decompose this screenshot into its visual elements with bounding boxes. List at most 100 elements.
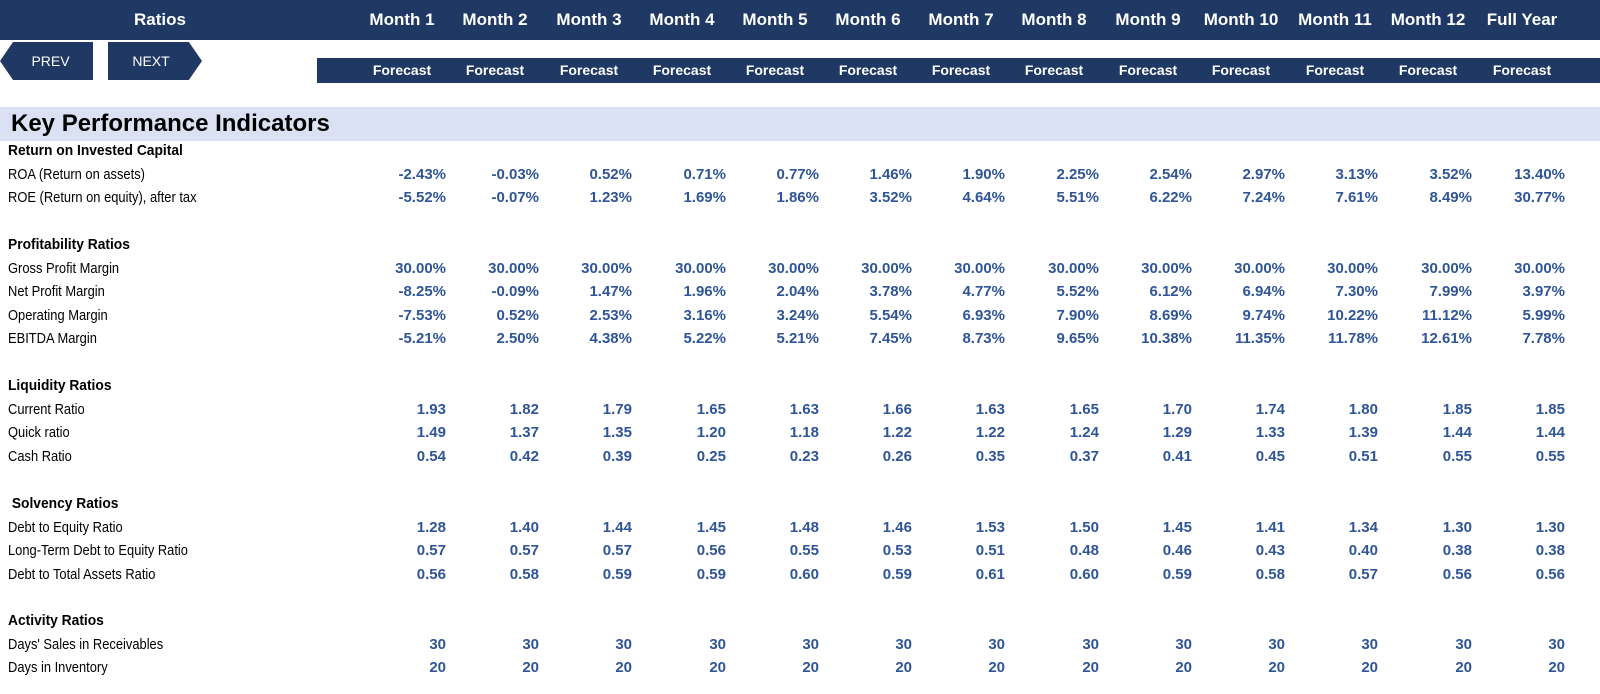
cell-roa-return-on-assets-month-7: 1.90% [962, 165, 1005, 183]
cell-long-term-debt-to-equity-ratio-month-6: 0.53 [882, 542, 912, 559]
row-label-ebitda-margin: EBITDA Margin [8, 330, 97, 347]
cell-roe-return-on-equity-after-tax-month-7: 4.64% [962, 189, 1005, 206]
cell-cash-ratio-full-year: 0.55 [1535, 447, 1565, 465]
cell-days-in-inventory-month-2: 20 [522, 659, 539, 676]
cell-ebitda-margin-month-12: 12.61% [1421, 330, 1472, 347]
cell-quick-ratio-month-6: 1.22 [882, 424, 912, 441]
forecast-bar [317, 58, 1600, 83]
cell-net-profit-margin-month-8: 5.52% [1056, 283, 1099, 300]
cell-quick-ratio-month-11: 1.39 [1348, 424, 1378, 441]
cell-long-term-debt-to-equity-ratio-month-4: 0.56 [696, 542, 726, 559]
forecast-label: Forecast [745, 62, 805, 78]
row-label-days-in-inventory: Days in Inventory [8, 659, 108, 676]
forecast-label: Forecast [931, 62, 991, 78]
cell-current-ratio-month-9: 1.70 [1162, 400, 1192, 418]
row-label-quick-ratio: Quick ratio [8, 424, 70, 441]
cell-operating-margin-month-6: 5.54% [869, 306, 912, 324]
cell-current-ratio-month-6: 1.66 [882, 400, 912, 418]
cell-net-profit-margin-month-12: 7.99% [1429, 283, 1472, 300]
cell-debt-to-total-assets-ratio-month-6: 0.59 [882, 565, 912, 583]
cell-net-profit-margin-month-9: 6.12% [1149, 283, 1192, 300]
cell-days-sales-in-receivables-month-7: 30 [988, 635, 1005, 653]
cell-ebitda-margin-month-6: 7.45% [869, 330, 912, 347]
cell-net-profit-margin-month-6: 3.78% [869, 283, 912, 300]
cell-gross-profit-margin-month-8: 30.00% [1048, 259, 1099, 277]
cell-days-sales-in-receivables-month-11: 30 [1361, 635, 1378, 653]
section-title-solvency-ratios: Solvency Ratios [8, 495, 119, 512]
cell-roe-return-on-equity-after-tax-month-3: 1.23% [589, 189, 632, 206]
cell-operating-margin-month-12: 11.12% [1421, 306, 1472, 324]
column-header-month-8: Month 8 [1021, 10, 1087, 29]
cell-ebitda-margin-month-3: 4.38% [589, 330, 632, 347]
prev-button[interactable]: PREV [0, 42, 93, 80]
cell-cash-ratio-month-9: 0.41 [1162, 447, 1192, 465]
cell-operating-margin-month-7: 6.93% [962, 306, 1005, 324]
cell-cash-ratio-month-7: 0.35 [975, 447, 1005, 465]
cell-operating-margin-month-5: 3.24% [776, 306, 819, 324]
cell-roe-return-on-equity-after-tax-month-9: 6.22% [1149, 189, 1192, 206]
cell-days-sales-in-receivables-month-4: 30 [709, 635, 726, 653]
cell-roa-return-on-assets-month-10: 2.97% [1242, 165, 1285, 183]
cell-debt-to-total-assets-ratio-month-1: 0.56 [416, 565, 446, 583]
cell-operating-margin-month-1: -7.53% [398, 306, 446, 324]
cell-ebitda-margin-month-4: 5.22% [683, 330, 726, 347]
cell-cash-ratio-month-11: 0.51 [1348, 447, 1378, 465]
cell-net-profit-margin-month-3: 1.47% [589, 283, 632, 300]
column-header-month-9: Month 9 [1115, 10, 1181, 29]
cell-roa-return-on-assets-month-2: -0.03% [491, 165, 539, 183]
cell-cash-ratio-month-5: 0.23 [789, 447, 819, 465]
forecast-label: Forecast [372, 62, 432, 78]
row-label-gross-profit-margin: Gross Profit Margin [8, 259, 120, 277]
forecast-label: Forecast [838, 62, 898, 78]
cell-long-term-debt-to-equity-ratio-month-7: 0.51 [975, 542, 1005, 559]
cell-roa-return-on-assets-month-1: -2.43% [398, 165, 446, 183]
cell-current-ratio-month-11: 1.80 [1348, 400, 1378, 418]
forecast-label: Forecast [1492, 62, 1552, 78]
cell-quick-ratio-month-8: 1.24 [1069, 424, 1099, 441]
cell-gross-profit-margin-month-12: 30.00% [1421, 259, 1472, 277]
cell-long-term-debt-to-equity-ratio-month-10: 0.43 [1255, 542, 1285, 559]
column-header-month-2: Month 2 [462, 10, 528, 29]
cell-current-ratio-month-2: 1.82 [509, 400, 539, 418]
cell-gross-profit-margin-month-3: 30.00% [581, 259, 632, 277]
cell-quick-ratio-month-1: 1.49 [416, 424, 446, 441]
column-header-month-6: Month 6 [835, 10, 901, 29]
cell-current-ratio-month-7: 1.63 [975, 400, 1005, 418]
cell-days-in-inventory-month-1: 20 [429, 659, 446, 676]
cell-ebitda-margin-month-5: 5.21% [776, 330, 819, 347]
next-button[interactable]: NEXT [108, 42, 202, 80]
cell-long-term-debt-to-equity-ratio-month-2: 0.57 [509, 542, 539, 559]
cell-days-in-inventory-month-11: 20 [1361, 659, 1378, 676]
cell-ebitda-margin-month-7: 8.73% [962, 330, 1005, 347]
cell-quick-ratio-month-4: 1.20 [696, 424, 726, 441]
cell-ebitda-margin-month-11: 11.78% [1327, 330, 1378, 347]
cell-roe-return-on-equity-after-tax-month-8: 5.51% [1056, 189, 1099, 206]
cell-debt-to-equity-ratio-month-12: 1.30 [1442, 518, 1472, 536]
cell-debt-to-equity-ratio-month-9: 1.45 [1162, 518, 1192, 536]
cell-debt-to-total-assets-ratio-month-8: 0.60 [1069, 565, 1099, 583]
cell-ebitda-margin-month-2: 2.50% [496, 330, 539, 347]
cell-debt-to-total-assets-ratio-full-year: 0.56 [1535, 565, 1565, 583]
cell-quick-ratio-month-12: 1.44 [1442, 424, 1472, 441]
cell-days-in-inventory-month-10: 20 [1268, 659, 1285, 676]
cell-roa-return-on-assets-month-11: 3.13% [1335, 165, 1378, 183]
cell-debt-to-total-assets-ratio-month-3: 0.59 [602, 565, 632, 583]
forecast-label: Forecast [1024, 62, 1084, 78]
cell-gross-profit-margin-month-2: 30.00% [488, 259, 539, 277]
cell-roe-return-on-equity-after-tax-month-4: 1.69% [683, 189, 726, 206]
cell-roe-return-on-equity-after-tax-month-5: 1.86% [776, 189, 819, 206]
cell-current-ratio-month-8: 1.65 [1069, 400, 1099, 418]
cell-days-sales-in-receivables-month-5: 30 [802, 635, 819, 653]
cell-roe-return-on-equity-after-tax-month-2: -0.07% [491, 189, 539, 206]
cell-roe-return-on-equity-after-tax-month-6: 3.52% [869, 189, 912, 206]
cell-days-in-inventory-month-8: 20 [1082, 659, 1099, 676]
cell-gross-profit-margin-month-6: 30.00% [861, 259, 912, 277]
row-label-net-profit-margin: Net Profit Margin [8, 283, 105, 300]
row-label-operating-margin: Operating Margin [8, 306, 108, 324]
cell-roa-return-on-assets-month-6: 1.46% [869, 165, 912, 183]
section-title-return-on-invested-capital: Return on Invested Capital [8, 142, 183, 159]
cell-debt-to-total-assets-ratio-month-11: 0.57 [1348, 565, 1378, 583]
cell-debt-to-equity-ratio-month-7: 1.53 [975, 518, 1005, 536]
cell-quick-ratio-full-year: 1.44 [1535, 424, 1565, 441]
cell-long-term-debt-to-equity-ratio-month-3: 0.57 [602, 542, 632, 559]
